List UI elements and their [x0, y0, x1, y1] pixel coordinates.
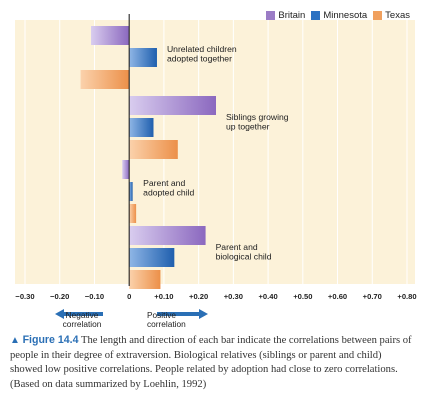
- positive-correlation-label: Positive: [147, 310, 176, 320]
- legend-label-minnesota: Minnesota: [323, 9, 368, 21]
- group-label-4: biological child: [216, 252, 272, 262]
- legend-item-minnesota: Minnesota: [311, 10, 367, 21]
- legend: Britain Minnesota Texas: [266, 8, 410, 22]
- bar-britain-group-2: [129, 96, 216, 115]
- bar-britain-group-3: [122, 160, 130, 179]
- legend-item-britain: Britain: [266, 10, 305, 21]
- caption-text: The length and direction of each bar ind…: [10, 335, 412, 390]
- x-tick-label: −0.20: [50, 292, 69, 301]
- legend-label-britain: Britain: [278, 9, 306, 21]
- bar-texas-group-3: [129, 204, 137, 223]
- legend-swatch-britain: [266, 10, 276, 20]
- bar-texas-group-2: [129, 140, 178, 159]
- bar-texas-group-4: [129, 270, 161, 289]
- bar-minnesota-group-1: [129, 48, 157, 67]
- group-label-1: adopted together: [167, 54, 232, 64]
- x-tick-label: +0.20: [189, 292, 208, 301]
- group-label-1: Unrelated children: [167, 44, 237, 54]
- x-tick-label: +0.50: [293, 292, 312, 301]
- plot-panel: [15, 20, 415, 284]
- bar-britain-group-4: [129, 226, 206, 245]
- group-label-2: Siblings growing: [226, 112, 289, 122]
- caption-figure-number: Figure 14.4: [22, 334, 79, 346]
- x-tick-label: +0.80: [397, 292, 416, 301]
- group-label-2: up together: [226, 122, 270, 132]
- group-label-3: adopted child: [143, 188, 194, 198]
- caption-triangle-icon: ▲: [10, 335, 20, 346]
- x-tick-label: +0.30: [224, 292, 243, 301]
- bar-minnesota-group-2: [129, 118, 154, 137]
- x-tick-label: 0: [127, 292, 131, 301]
- x-tick-label: +0.60: [328, 292, 347, 301]
- bar-minnesota-group-4: [129, 248, 175, 267]
- positive-arrow: [157, 309, 208, 319]
- legend-swatch-texas: [373, 10, 383, 20]
- x-tick-label: −0.10: [85, 292, 104, 301]
- bar-minnesota-group-3: [129, 182, 133, 201]
- legend-item-texas: Texas: [373, 10, 410, 21]
- bar-britain-group-1: [90, 26, 130, 45]
- x-tick-label: −0.30: [15, 292, 34, 301]
- negative-correlation-label: correlation: [63, 319, 102, 329]
- figure-caption: ▲ Figure 14.4 The length and direction o…: [10, 333, 415, 392]
- positive-correlation-label: correlation: [147, 319, 186, 329]
- x-tick-label: +0.40: [258, 292, 277, 301]
- legend-label-texas: Texas: [385, 9, 410, 21]
- x-tick-label: +0.70: [363, 292, 382, 301]
- negative-correlation-label: Negative: [66, 310, 99, 320]
- negative-arrow: [55, 309, 103, 319]
- bar-texas-group-1: [80, 70, 130, 89]
- legend-swatch-minnesota: [311, 10, 321, 20]
- group-label-4: Parent and: [216, 242, 258, 252]
- x-tick-label: +0.10: [154, 292, 173, 301]
- group-label-3: Parent and: [143, 178, 185, 188]
